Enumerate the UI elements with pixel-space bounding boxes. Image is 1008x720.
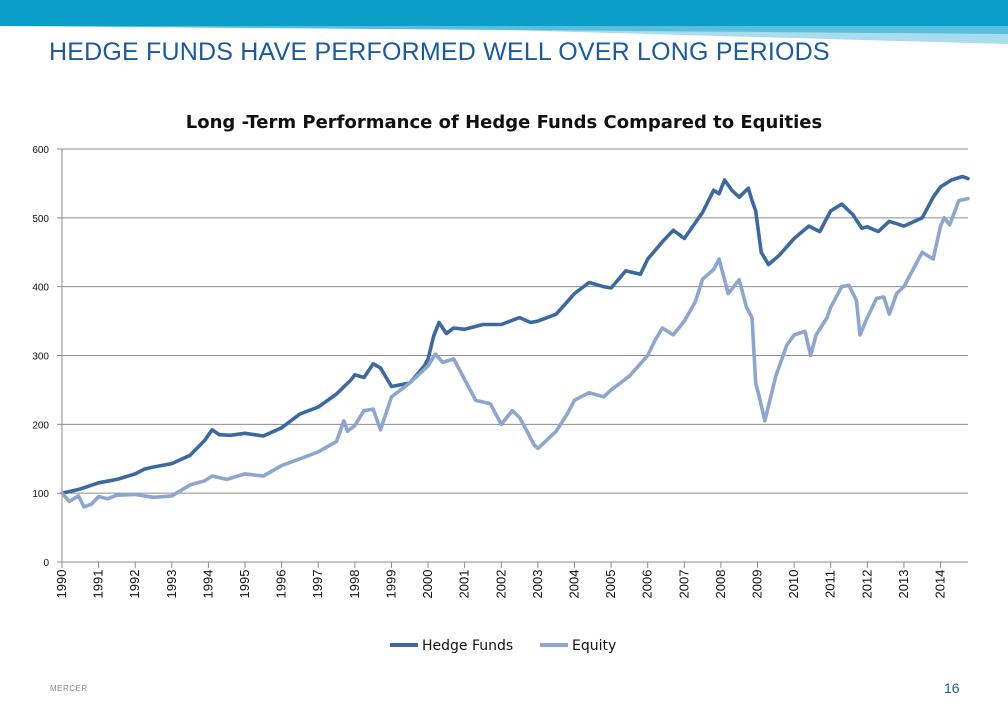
x-tick-label: 2009 [750, 570, 765, 599]
series-line-hedge-funds [60, 174, 970, 496]
y-tick-label: 500 [32, 214, 49, 225]
y-tick-label: 200 [32, 420, 49, 431]
x-tick-label: 2001 [457, 570, 472, 599]
gridlines [62, 148, 968, 563]
x-tick-label: 2014 [933, 570, 948, 599]
page-number: 16 [944, 680, 960, 696]
y-tick-label: 0 [43, 558, 49, 569]
legend-label: Equity [572, 638, 616, 654]
x-tick-label: 2002 [493, 570, 508, 599]
x-tick-label: 1990 [54, 570, 69, 599]
header-band-fade [0, 26, 1008, 34]
x-tick-label: 1999 [383, 570, 398, 599]
slide-title: HEDGE FUNDS HAVE PERFORMED WELL OVER LON… [49, 38, 830, 66]
x-tick-label: 1992 [127, 570, 142, 599]
y-tick-label: 400 [32, 283, 49, 294]
y-axis: 0 100 200 300 400 500 600 [32, 145, 63, 569]
x-tick-label: 1991 [91, 570, 106, 599]
y-tick-label: 100 [32, 489, 49, 500]
series-line-equity [60, 196, 970, 509]
legend-label: Hedge Funds [422, 638, 513, 654]
x-tick-label: 2007 [676, 570, 691, 599]
x-tick-label: 2013 [896, 570, 911, 599]
footer-brand: MERCER [50, 684, 88, 693]
x-tick-label: 1994 [200, 570, 215, 599]
x-tick-label: 2004 [566, 570, 581, 599]
x-tick-label: 1997 [310, 570, 325, 599]
x-tick-label: 1998 [347, 570, 362, 599]
x-tick-label: 1993 [164, 570, 179, 599]
x-tick-label: 2010 [786, 570, 801, 599]
y-tick-label: 600 [32, 145, 49, 156]
x-tick-label: 2005 [603, 570, 618, 599]
header-band [0, 0, 1008, 44]
x-tick-label: 2006 [640, 570, 655, 599]
x-tick-label: 2000 [420, 570, 435, 599]
header-band-dark [0, 0, 1008, 26]
x-tick-label: 2008 [713, 570, 728, 599]
series-lines [60, 174, 970, 509]
x-tick-label: 2003 [530, 570, 545, 599]
chart-title: Long -Term Performance of Hedge Funds Co… [185, 112, 823, 133]
x-tick-label: 2011 [823, 570, 838, 598]
x-tick-label: 1995 [237, 570, 252, 599]
legend: Hedge Funds Equity [390, 638, 616, 654]
y-tick-label: 300 [32, 352, 49, 363]
x-tick-label: 2012 [859, 570, 874, 599]
x-tick-label: 1996 [274, 570, 289, 599]
x-axis: 1990 1991 1992 1993 1994 1995 1996 1997 1998 1999… [54, 562, 948, 598]
